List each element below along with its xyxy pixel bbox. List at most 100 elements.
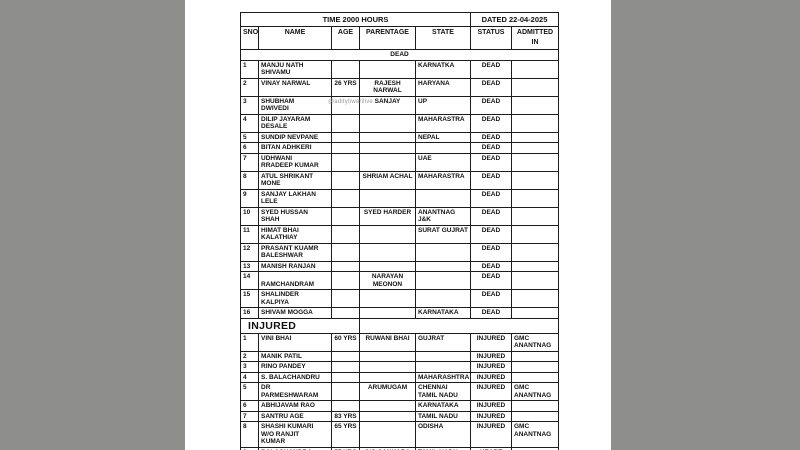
cell-admitted [510, 371, 560, 383]
cell-sno: 15 [240, 289, 259, 308]
table-row: 10 SYED HUSSAN SHAH SYED HARDER ANANTNAG J&… [240, 206, 560, 226]
cell-age [331, 152, 360, 172]
cell-state: ANANTNAG J&K [415, 206, 471, 226]
cell-parentage [359, 260, 416, 272]
cell-admitted [510, 410, 560, 422]
table-row: 1 MANJU NATH SHIVAMU KARNATKA DEAD [240, 59, 560, 79]
cell-parentage [359, 152, 416, 172]
col-header-admitted: ADMITTED IN [510, 26, 560, 50]
cell-state: MAHARASTRA [415, 170, 471, 190]
cell-parentage [359, 400, 416, 412]
cell-age [331, 95, 360, 115]
cell-status: INJURED [470, 400, 512, 412]
cell-name: SHUBHAM DWIVEDI [258, 95, 332, 115]
cell-name: MANIK PATIL [258, 350, 332, 362]
cell-age [331, 400, 360, 412]
cell-status: DEAD [470, 307, 512, 319]
cell-sno: 4 [240, 113, 259, 133]
cell-name: PRASANT KUAMR BALESHWAR [258, 242, 332, 262]
table-row: 12 PRASANT KUAMR BALESHWAR DEAD [240, 242, 560, 262]
table-row: 7 UDHWANI RRADEEP KUMAR UAE DEAD [240, 152, 560, 172]
cell-sno: 2 [240, 77, 259, 97]
cell-state [415, 260, 471, 272]
table-row: 6 ABHIJAVAM RAO KARNATAKA INJURED [240, 400, 560, 412]
cell-admitted [510, 170, 560, 190]
cell-state: TAMIL NADU [415, 410, 471, 422]
cell-name: MANISH RANJAN [258, 260, 332, 272]
cell-status: DEAD [470, 59, 512, 79]
cell-name: BITAN ADHKERI [258, 142, 332, 154]
cell-sno: 3 [240, 361, 259, 373]
cell-sno: 7 [240, 152, 259, 172]
cell-state: UAE [415, 152, 471, 172]
cell-status: INJURED [470, 361, 512, 373]
cell-status: DEAD [470, 142, 512, 154]
table-row: 6 BITAN ADHKERI DEAD [240, 142, 560, 154]
table-row: 4 DILIP JAYARAM DESALE MAHARASTRA DEAD [240, 113, 560, 133]
cell-age [331, 59, 360, 79]
cell-parentage [359, 142, 416, 154]
section-title-dead: DEAD [239, 49, 560, 61]
cell-state [415, 289, 471, 308]
cell-age [331, 289, 360, 308]
cell-status: INJURED [470, 382, 512, 401]
cell-name: VINI BHAI [258, 332, 332, 352]
cell-admitted [510, 224, 560, 244]
cell-admitted [510, 361, 560, 373]
cell-sno: 11 [240, 224, 259, 244]
cell-state: NEPAL [415, 131, 471, 143]
cell-age [331, 113, 360, 133]
cell-admitted [510, 95, 560, 115]
table-row: 13 MANISH RANJAN DEAD [240, 260, 560, 272]
cell-state [415, 361, 471, 373]
cell-parentage: ARUMUGAM [359, 382, 416, 401]
cell-state: MAHARASHTRA [415, 371, 471, 383]
cell-age: 65 YRS [331, 421, 360, 448]
cell-admitted [510, 400, 560, 412]
cell-admitted: GMC ANANTNAG [510, 382, 560, 401]
cell-name: SANJAY LAKHAN LELE [258, 188, 332, 208]
cell-parentage: RUWANI BHAI [359, 332, 416, 352]
cell-parentage [359, 289, 416, 308]
cell-state: KARNATKA [415, 59, 471, 79]
cell-age [331, 350, 360, 362]
cell-state: ODISHA [415, 421, 471, 448]
table-row: 9BALACHANDRA57 YRSS/O SANKARA PANDYATAMI… [240, 446, 560, 450]
cell-status: DEAD [470, 113, 512, 133]
cell-parentage: RAJESH NARWAL [359, 77, 416, 97]
cell-parentage: NARAYAN MEONON [359, 271, 416, 290]
cell-sno: 3 [240, 95, 259, 115]
cell-name: HIMAT BHAI KALATHIAY [258, 224, 332, 244]
cell-age [331, 206, 360, 226]
table-row: 11 HIMAT BHAI KALATHIAY SURAT GUJRAT DEAD [240, 224, 560, 244]
col-header-status: STATUS [470, 26, 512, 50]
cell-admitted [510, 142, 560, 154]
document-page: TIME 2000 HOURS DATED 22-04-2025 SNO. NA… [185, 0, 611, 450]
cell-name: SANTRU AGE [258, 410, 332, 422]
cell-parentage [359, 410, 416, 422]
cell-sno: 5 [240, 382, 259, 401]
cell-name: SHALINDER KALPIYA [258, 289, 332, 308]
cell-name: ABHIJAVAM RAO [258, 400, 332, 412]
cell-age [331, 260, 360, 272]
cell-parentage [359, 131, 416, 143]
cell-status: DEAD [470, 260, 512, 272]
cell-state: CHENNAI TAMIL NADU [415, 382, 471, 401]
cell-age [331, 170, 360, 190]
cell-admitted [510, 113, 560, 133]
section-header-row: INJURED [240, 317, 560, 334]
cell-name: SHASHI KUMARI W/O RANJIT KUMAR [258, 421, 332, 448]
table-row: 8 SHASHI KUMARI W/O RANJIT KUMAR 65 YRS ODI… [240, 421, 560, 448]
cell-parentage [359, 421, 416, 448]
table-row: 9 SANJAY LAKHAN LELE DEAD [240, 188, 560, 208]
cell-status: DEAD [470, 188, 512, 208]
section-title-injured: INJURED [240, 317, 360, 334]
cell-age [331, 382, 360, 401]
cell-sno: 13 [240, 260, 259, 272]
cell-age [331, 271, 360, 290]
cell-name: UDHWANI RRADEEP KUMAR [258, 152, 332, 172]
cell-admitted [510, 289, 560, 308]
cell-state [415, 350, 471, 362]
cell-state [415, 271, 471, 290]
